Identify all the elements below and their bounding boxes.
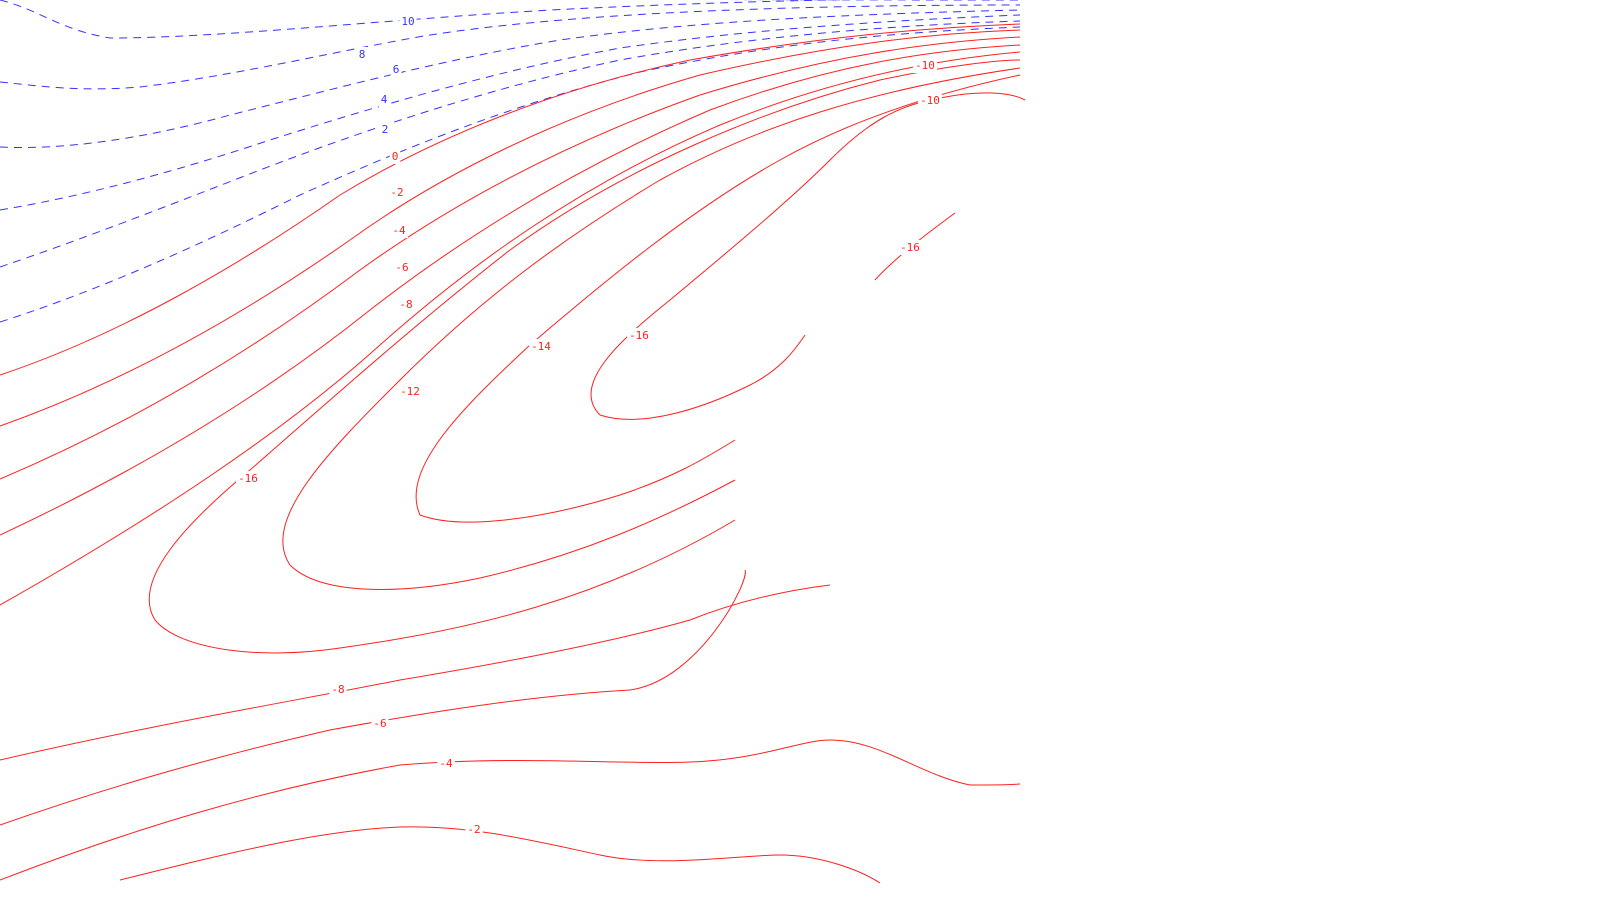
contour-label-group-14: -10 (918, 93, 942, 108)
contour-label-background (398, 384, 422, 399)
contour-label: 0 (392, 150, 399, 163)
contour-label-group-20: -2 (465, 822, 483, 837)
contour-label-background (356, 47, 368, 62)
contour-label: -16 (238, 472, 258, 485)
contour-label-background (529, 339, 554, 354)
contour-label-group-18: -6 (371, 716, 389, 731)
contour-label-background (329, 682, 347, 697)
contour-label-background (389, 149, 401, 164)
contour-label: 8 (359, 48, 366, 61)
contour-label: -2 (390, 186, 403, 199)
contour-label: -4 (439, 757, 453, 770)
contour-label-background (390, 223, 408, 238)
contour-label-background (627, 328, 651, 343)
contour-line-neg4-9 (0, 36, 1021, 480)
contour-label-group-17: -8 (329, 682, 347, 697)
contour-label-group-0: 10 (399, 14, 417, 29)
contour-line-neg6-18 (0, 569, 746, 826)
contour-label: -14 (531, 340, 551, 353)
contour-label-background (397, 297, 415, 312)
contour-label-group-7: -4 (390, 223, 408, 238)
contour-line-12-1 (0, 0, 852, 39)
contour-label-background (913, 58, 937, 73)
contour-label-group-5: 0 (389, 149, 401, 164)
contour-label: -16 (900, 241, 920, 254)
contour-label-background (388, 185, 406, 200)
contour-label: -10 (920, 94, 940, 107)
contour-line-neg10-12 (148, 59, 1021, 654)
contour-label-group-6: -2 (388, 185, 406, 200)
contour-line-neg6-10 (0, 44, 1021, 536)
contour-label-background (390, 62, 402, 77)
contour-label: -6 (373, 717, 386, 730)
contour-line-0-7 (0, 23, 1021, 376)
contour-label-group-12: -14 (529, 339, 554, 354)
contour-label-group-8: -6 (393, 260, 411, 275)
contour-label-background (378, 92, 390, 107)
contour-line-neg14-14 (415, 74, 1021, 523)
contour-label-group-11: -12 (398, 384, 422, 399)
contour-label: -2 (467, 823, 480, 836)
contour-label-background (437, 756, 455, 771)
contour-label: -8 (331, 683, 344, 696)
contour-label-background (379, 122, 391, 137)
contour-label-background (918, 93, 942, 108)
contour-label-group-2: 6 (390, 62, 402, 77)
contour-label-group-9: -8 (397, 297, 415, 312)
contour-line-4-5 (0, 20, 1021, 268)
contour-line-8-3 (0, 9, 1021, 149)
contour-label-group-1: 8 (356, 47, 368, 62)
contour-label-group-10: -10 (913, 58, 937, 73)
contour-label-background (236, 471, 260, 486)
contour-line-neg16-15 (590, 92, 1026, 420)
contour-label: 10 (401, 15, 414, 28)
contour-line-10-2 (0, 4, 1021, 90)
contour-line-neg2-20 (119, 826, 881, 884)
contour-label-group-4: 2 (379, 122, 391, 137)
contour-label: 2 (382, 123, 389, 136)
contour-label-background (399, 14, 417, 29)
contour-label: 4 (381, 93, 388, 106)
contour-label-background (393, 260, 411, 275)
contour-line-2-6 (0, 26, 1021, 323)
contour-label: -4 (392, 224, 406, 237)
contour-label: -16 (629, 329, 649, 342)
contour-label-group-13: -16 (627, 328, 651, 343)
contour-label-background (371, 716, 389, 731)
contour-label: -6 (395, 261, 408, 274)
contour-line-6-4 (0, 14, 1021, 211)
contour-label-group-19: -4 (437, 756, 455, 771)
contour-label: -8 (399, 298, 412, 311)
contour-line-neg8-17 (0, 584, 831, 761)
contour-label: 6 (393, 63, 400, 76)
contour-label-background (898, 240, 922, 255)
contour-label: -12 (400, 385, 420, 398)
contour-label-group-3: 4 (378, 92, 390, 107)
contour-label-group-15: -16 (898, 240, 922, 255)
contour-line-neg4-19 (0, 739, 1021, 881)
contour-label-background (465, 822, 483, 837)
contour-label: -10 (915, 59, 935, 72)
contour-line-neg8-11 (0, 51, 1021, 606)
contour-label-group-16: -16 (236, 471, 260, 486)
contour-line-neg12-13 (282, 67, 1021, 590)
contour-line-neg2-8 (0, 29, 1021, 427)
